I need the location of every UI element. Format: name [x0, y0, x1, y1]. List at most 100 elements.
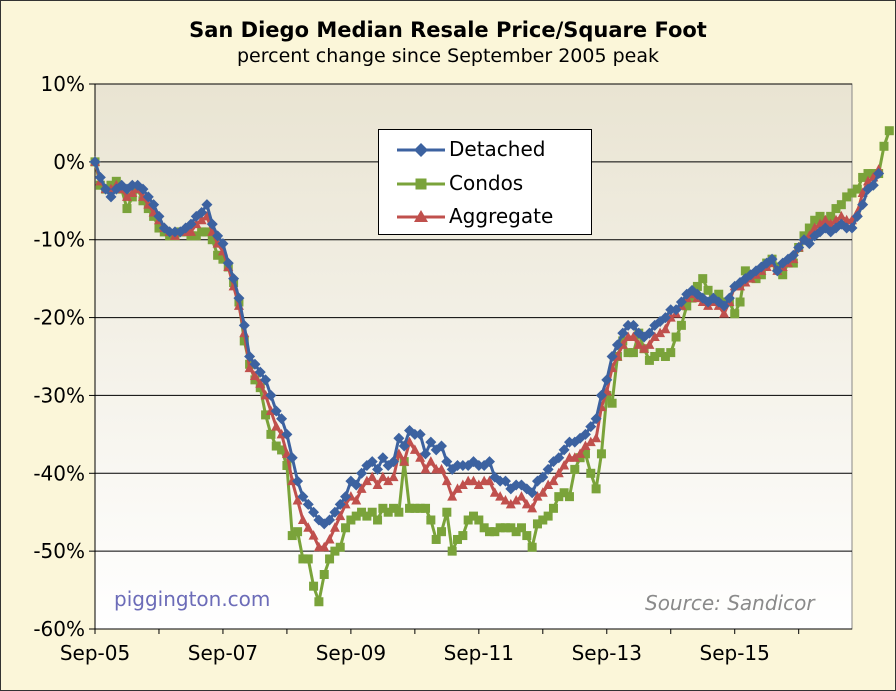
- data-point-condos: [431, 534, 441, 544]
- data-point-aggregate: [452, 483, 463, 493]
- data-point-condos: [271, 441, 281, 451]
- data-point-condos: [650, 352, 660, 361]
- data-point-condos: [570, 464, 580, 474]
- data-point-condos: [421, 503, 431, 513]
- data-point-condos: [330, 546, 340, 556]
- legend: Detached Condos Aggregate: [378, 129, 592, 235]
- data-point-condos: [532, 519, 542, 529]
- data-point-detached: [558, 444, 570, 456]
- data-point-condos: [458, 531, 468, 541]
- data-point-aggregate: [308, 530, 319, 540]
- data-point-condos: [564, 492, 574, 502]
- data-point-condos: [437, 527, 447, 537]
- data-point-aggregate: [532, 491, 543, 501]
- data-point-aggregate: [516, 491, 527, 501]
- data-point-detached: [249, 358, 261, 370]
- data-point-condos: [500, 523, 510, 533]
- data-point-aggregate: [569, 452, 580, 462]
- data-point-detached: [212, 230, 224, 242]
- data-point-condos: [207, 235, 217, 245]
- data-point-condos: [527, 542, 537, 552]
- data-point-aggregate: [527, 502, 538, 513]
- data-point-detached: [302, 498, 314, 510]
- data-point-aggregate: [196, 214, 207, 225]
- y-tick-label: -20%: [33, 306, 85, 330]
- data-point-aggregate: [505, 498, 516, 509]
- data-point-detached: [398, 440, 410, 452]
- data-point-aggregate: [319, 541, 330, 552]
- y-tick-label: -50%: [33, 539, 85, 563]
- y-tick-label: 0%: [53, 150, 85, 174]
- data-point-aggregate: [399, 456, 410, 466]
- data-point-detached: [436, 440, 448, 452]
- data-point-aggregate: [628, 331, 639, 342]
- data-point-condos: [682, 301, 692, 311]
- x-tick-label: Sep-07: [188, 641, 258, 665]
- data-point-detached: [553, 452, 565, 464]
- data-point-detached: [627, 319, 639, 331]
- data-point-aggregate: [580, 440, 591, 451]
- data-point-aggregate: [415, 452, 426, 462]
- data-point-aggregate: [447, 491, 458, 501]
- data-point-aggregate: [473, 479, 484, 489]
- data-point-detached: [372, 463, 384, 475]
- axes: [94, 84, 852, 630]
- data-point-aggregate: [719, 308, 730, 318]
- y-tick-label: -40%: [33, 461, 85, 485]
- data-point-detached: [100, 183, 112, 195]
- data-point-condos: [826, 211, 836, 221]
- data-point-condos: [660, 352, 670, 361]
- data-point-detached: [803, 238, 815, 250]
- data-point-aggregate: [537, 487, 548, 497]
- data-point-detached: [388, 456, 400, 468]
- data-point-condos: [122, 204, 132, 214]
- data-point-condos: [495, 523, 505, 533]
- data-point-detached: [425, 436, 437, 448]
- data-point-detached: [793, 242, 805, 253]
- data-point-aggregate: [297, 514, 308, 524]
- y-axis-ticks: 10% 0% -10% -20% -30% -40% -50% -60%: [33, 72, 95, 641]
- data-point-condos: [735, 297, 745, 307]
- data-point-aggregate: [255, 378, 266, 388]
- data-point-condos: [698, 274, 708, 284]
- data-point-detached: [857, 199, 869, 211]
- data-point-detached: [292, 475, 304, 487]
- data-point-condos: [714, 289, 724, 299]
- data-point-condos: [506, 523, 516, 533]
- data-point-detached: [89, 156, 101, 168]
- data-point-condos: [863, 169, 873, 179]
- data-point-condos: [293, 527, 303, 537]
- data-point-condos: [197, 227, 207, 237]
- data-point-detached: [185, 218, 197, 230]
- data-point-aggregate: [361, 475, 372, 486]
- data-point-aggregate: [441, 475, 452, 486]
- data-point-detached: [579, 428, 591, 440]
- data-point-detached: [206, 218, 218, 230]
- chart-subtitle: percent change since September 2005 peak: [236, 45, 660, 67]
- data-point-detached: [846, 222, 858, 234]
- data-point-condos: [815, 211, 825, 221]
- data-point-condos: [357, 507, 367, 517]
- y-tick-label: -30%: [33, 383, 85, 407]
- data-point-aggregate: [543, 479, 554, 489]
- data-point-aggregate: [495, 491, 506, 501]
- data-point-aggregate: [356, 483, 367, 493]
- data-point-condos: [586, 468, 596, 478]
- data-point-condos: [266, 429, 276, 439]
- legend-swatch-detached: [397, 143, 445, 157]
- data-point-detached: [585, 421, 597, 433]
- data-point-condos: [218, 254, 228, 264]
- data-point-detached: [483, 456, 495, 468]
- data-point-condos: [191, 231, 201, 241]
- data-point-condos: [628, 348, 638, 358]
- legend-swatch-condos: [397, 178, 445, 190]
- data-point-condos: [325, 554, 335, 564]
- data-point-detached: [94, 171, 106, 183]
- y-tick-label: -10%: [33, 228, 85, 252]
- data-point-detached: [222, 257, 234, 269]
- data-point-condos: [847, 188, 857, 198]
- data-point-condos: [810, 215, 820, 225]
- data-point-condos: [836, 200, 846, 210]
- data-point-detached: [659, 312, 671, 324]
- data-point-detached: [499, 475, 511, 487]
